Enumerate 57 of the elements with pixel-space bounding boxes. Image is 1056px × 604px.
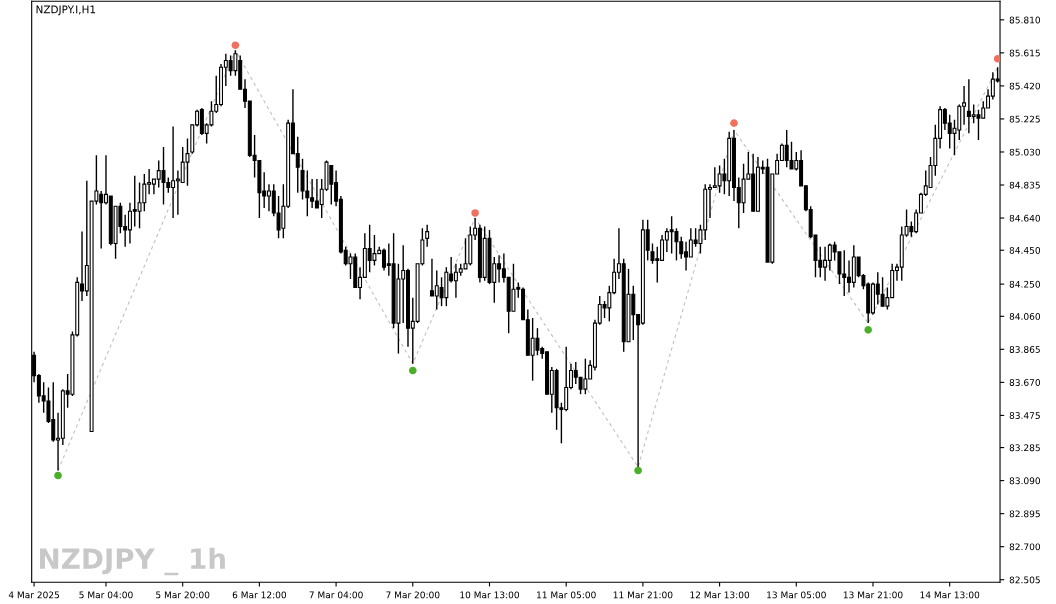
point (634, 466, 642, 475)
candlestick (674, 227, 679, 262)
y-tick-label: 84.450 (1009, 246, 1041, 254)
y-tick-label: 83.285 (1009, 444, 1040, 452)
candlestick (185, 137, 190, 187)
candlestick (741, 163, 746, 214)
x-tick-label: 14 Mar 13:00 (920, 591, 980, 599)
candlestick (511, 263, 516, 312)
y-tick-label: 83.090 (1009, 477, 1041, 485)
candlestick (535, 327, 540, 356)
candlestick (425, 224, 430, 248)
y-tick-label: 85.030 (1009, 148, 1041, 156)
x-tick-label: 10 Mar 13:00 (460, 591, 520, 599)
x-tick-label: 4 Mar 2025 (8, 591, 60, 599)
y-tick-label: 85.225 (1009, 115, 1040, 123)
y-tick-label: 83.865 (1009, 346, 1040, 353)
x-tick-label: 13 Mar 21:00 (843, 591, 903, 599)
candlestick (372, 234, 377, 267)
candlestick (976, 108, 981, 141)
point (471, 209, 479, 217)
y-tick-label: 85.615 (1009, 49, 1040, 57)
x-tick-label: 5 Mar 04:00 (79, 591, 133, 599)
candlestick (717, 164, 722, 194)
point (231, 41, 240, 50)
x-tick-label: 5 Mar 20:00 (156, 591, 210, 599)
candlestick (439, 276, 444, 307)
y-tick-label: 84.250 (1009, 280, 1041, 288)
point (730, 119, 738, 127)
y-tick-label: 84.060 (1009, 313, 1041, 320)
point (993, 55, 1001, 63)
point (864, 326, 872, 334)
candlestick (463, 237, 468, 270)
x-tick-label: 12 Mar 13:00 (690, 591, 750, 599)
y-tick-label: 83.670 (1009, 379, 1041, 386)
candlestick (880, 276, 885, 307)
y-tick-label: 82.505 (1009, 576, 1040, 584)
candlestick (650, 242, 655, 265)
point (408, 366, 417, 375)
y-tick-label: 84.835 (1009, 181, 1040, 189)
x-tick-label: 7 Mar 04:00 (309, 591, 363, 599)
y-tick-label: 82.895 (1009, 510, 1040, 518)
candlestick (161, 146, 166, 206)
candlestick (300, 158, 305, 201)
x-tick-label: 7 Mar 20:00 (386, 591, 440, 599)
candlestick (789, 141, 794, 170)
candlestick (137, 181, 142, 229)
y-tick-label: 82.700 (1009, 543, 1041, 551)
x-tick-label: 13 Mar 05:00 (767, 591, 826, 599)
point (54, 471, 62, 480)
y-tick-label: 85.810 (1009, 16, 1041, 24)
chart-title: NZDJPY.I,H1 (36, 5, 96, 16)
x-tick-label: 11 Mar 21:00 (613, 591, 673, 599)
y-tick-label: 84.640 (1009, 214, 1041, 222)
y-tick-label: 83.475 (1009, 412, 1040, 419)
y-tick-label: 85.420 (1009, 82, 1041, 90)
x-tick-label: 11 Mar 05:00 (537, 591, 596, 599)
x-tick-label: 6 Mar 12:00 (232, 591, 287, 599)
